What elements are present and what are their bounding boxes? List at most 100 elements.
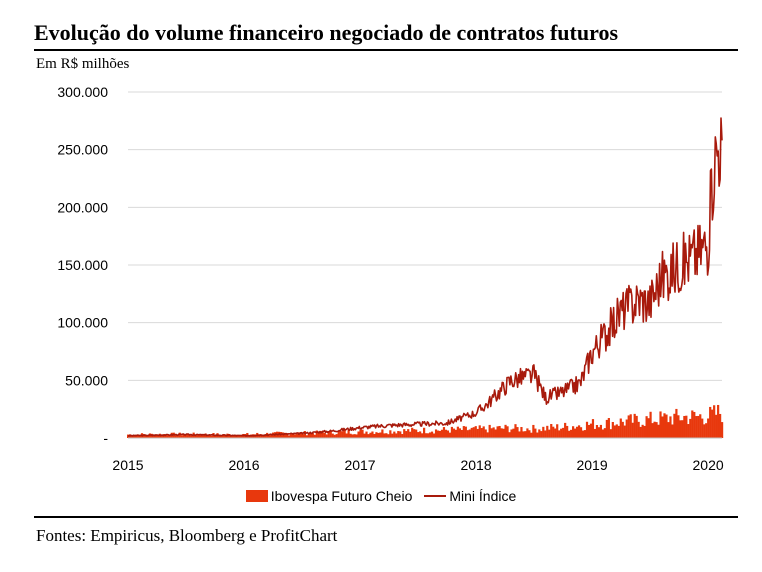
bar bbox=[585, 421, 589, 438]
bar bbox=[351, 434, 354, 438]
bar bbox=[289, 434, 293, 438]
bar bbox=[456, 426, 459, 438]
bar bbox=[371, 431, 374, 438]
y-tick-label: 300.000 bbox=[57, 84, 108, 100]
bar bbox=[373, 433, 376, 438]
bar bbox=[180, 435, 183, 438]
x-tick-label: 2016 bbox=[228, 457, 259, 473]
bar bbox=[603, 428, 606, 438]
bar bbox=[675, 408, 678, 438]
bar bbox=[210, 435, 213, 438]
bar bbox=[424, 433, 428, 438]
bar bbox=[572, 426, 575, 438]
bar bbox=[303, 431, 307, 438]
bar bbox=[295, 433, 299, 438]
y-tick-label: 50.000 bbox=[65, 372, 108, 388]
bar bbox=[154, 434, 158, 438]
bar bbox=[514, 424, 517, 438]
legend-item-mini: Mini Índice bbox=[424, 488, 516, 504]
bar bbox=[699, 414, 702, 438]
bar bbox=[305, 435, 308, 438]
bar bbox=[442, 427, 446, 438]
bar bbox=[341, 431, 344, 438]
bar bbox=[462, 426, 465, 438]
unit-label: Em R$ milhões bbox=[36, 56, 130, 72]
bar bbox=[546, 425, 549, 438]
bar bbox=[504, 424, 507, 438]
bar bbox=[446, 430, 450, 438]
bar bbox=[359, 429, 362, 438]
bar bbox=[689, 418, 692, 438]
bar bbox=[444, 429, 448, 438]
bar bbox=[516, 427, 519, 438]
bar bbox=[186, 433, 189, 438]
bar bbox=[423, 427, 426, 438]
bar bbox=[573, 428, 577, 438]
bar bbox=[407, 429, 410, 438]
bar bbox=[671, 424, 674, 438]
bar bbox=[581, 430, 585, 438]
bar bbox=[413, 429, 416, 438]
bar bbox=[283, 432, 287, 438]
bar bbox=[152, 435, 156, 438]
bar bbox=[611, 422, 614, 438]
legend-swatch-line bbox=[424, 495, 447, 497]
bar bbox=[595, 424, 599, 438]
bar bbox=[645, 416, 648, 438]
bar bbox=[500, 428, 503, 438]
bar bbox=[262, 434, 265, 438]
bar bbox=[498, 425, 501, 438]
bar bbox=[349, 433, 352, 438]
bar bbox=[176, 434, 179, 438]
bar bbox=[194, 434, 197, 438]
y-tick-label: 150.000 bbox=[57, 257, 108, 273]
bar bbox=[454, 429, 457, 438]
bar bbox=[321, 432, 324, 438]
bar bbox=[365, 431, 368, 438]
bar bbox=[528, 430, 531, 438]
bar bbox=[715, 414, 718, 438]
bar bbox=[381, 429, 384, 438]
bar bbox=[518, 431, 521, 438]
y-tick-label: 250.000 bbox=[57, 142, 108, 158]
bar bbox=[403, 429, 406, 438]
bar bbox=[556, 424, 559, 438]
bar bbox=[405, 431, 408, 438]
bar bbox=[713, 405, 716, 438]
bar bbox=[593, 428, 597, 438]
bar bbox=[395, 433, 398, 438]
bar bbox=[701, 418, 704, 438]
bar bbox=[599, 424, 603, 438]
bar bbox=[458, 428, 461, 438]
bar bbox=[526, 428, 529, 438]
bar bbox=[669, 416, 672, 438]
grid-lines bbox=[128, 91, 722, 381]
bar bbox=[488, 424, 491, 438]
bar bbox=[301, 434, 305, 438]
legend-item-ibovespa: Ibovespa Futuro Cheio bbox=[245, 488, 412, 504]
bar bbox=[357, 431, 360, 438]
bar bbox=[538, 429, 541, 438]
bar bbox=[711, 409, 714, 438]
y-axis-ticks: - 50.000 100.000 150.000 200.000 250.000 300.0… bbox=[57, 84, 108, 446]
bar bbox=[377, 432, 380, 438]
bar bbox=[230, 435, 233, 438]
bar bbox=[184, 434, 187, 438]
bar bbox=[591, 419, 595, 438]
bar bbox=[236, 435, 239, 438]
bar bbox=[268, 435, 271, 438]
bar bbox=[560, 428, 563, 438]
bar bbox=[196, 435, 199, 438]
bar bbox=[480, 428, 483, 438]
bar bbox=[440, 429, 444, 438]
bar bbox=[198, 434, 201, 438]
x-axis-ticks: 2015 2016 2017 2018 2019 2020 bbox=[112, 457, 723, 473]
bar bbox=[629, 414, 632, 438]
bar bbox=[540, 431, 543, 438]
bar bbox=[136, 434, 140, 438]
bar bbox=[204, 433, 207, 438]
bar bbox=[510, 429, 513, 438]
bar bbox=[389, 430, 392, 438]
x-tick-label: 2017 bbox=[344, 457, 375, 473]
bar bbox=[496, 426, 499, 438]
